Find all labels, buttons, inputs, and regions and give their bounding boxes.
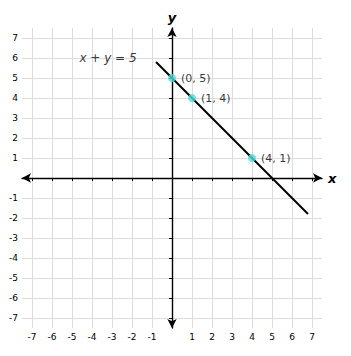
svg-text:-3: -3	[9, 233, 18, 243]
svg-text:5: 5	[12, 73, 18, 83]
svg-text:-2: -2	[128, 332, 137, 342]
svg-text:-4: -4	[88, 332, 97, 342]
svg-text:6: 6	[289, 332, 295, 342]
svg-text:1: 1	[189, 332, 195, 342]
svg-text:-5: -5	[9, 273, 18, 283]
svg-text:-6: -6	[48, 332, 57, 342]
svg-text:(0, 5): (0, 5)	[181, 72, 211, 85]
svg-text:(4, 1): (4, 1)	[261, 152, 291, 165]
svg-text:6: 6	[12, 53, 18, 63]
svg-text:-5: -5	[68, 332, 77, 342]
svg-text:-4: -4	[9, 253, 18, 263]
svg-text:2: 2	[12, 133, 18, 143]
svg-text:7: 7	[12, 33, 18, 43]
svg-text:2: 2	[209, 332, 215, 342]
svg-text:3: 3	[12, 113, 18, 123]
svg-text:4: 4	[12, 93, 18, 103]
svg-text:5: 5	[269, 332, 275, 342]
svg-text:-1: -1	[148, 332, 157, 342]
svg-text:(1, 4): (1, 4)	[201, 92, 231, 105]
svg-text:7: 7	[309, 332, 315, 342]
svg-text:x + y = 5: x + y = 5	[78, 51, 136, 65]
svg-text:y: y	[168, 10, 177, 25]
svg-text:-7: -7	[9, 313, 18, 323]
svg-text:-3: -3	[108, 332, 117, 342]
svg-text:4: 4	[249, 332, 255, 342]
svg-text:x: x	[327, 171, 337, 186]
svg-text:-2: -2	[9, 213, 18, 223]
svg-text:1: 1	[12, 153, 18, 163]
svg-text:-7: -7	[28, 332, 37, 342]
svg-text:-6: -6	[9, 293, 18, 303]
svg-text:-1: -1	[9, 193, 18, 203]
svg-text:3: 3	[229, 332, 235, 342]
